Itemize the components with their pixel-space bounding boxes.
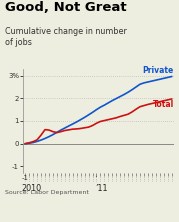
- Text: Total: Total: [152, 100, 174, 109]
- Text: 2010: 2010: [21, 184, 41, 193]
- Text: Good, Not Great: Good, Not Great: [5, 1, 127, 14]
- Text: Source: Labor Department: Source: Labor Department: [5, 190, 89, 195]
- Text: Cumulative change in number
of jobs: Cumulative change in number of jobs: [5, 27, 127, 48]
- Text: -1: -1: [22, 174, 29, 181]
- Text: ’11: ’11: [95, 184, 107, 193]
- Text: Private: Private: [142, 66, 174, 75]
